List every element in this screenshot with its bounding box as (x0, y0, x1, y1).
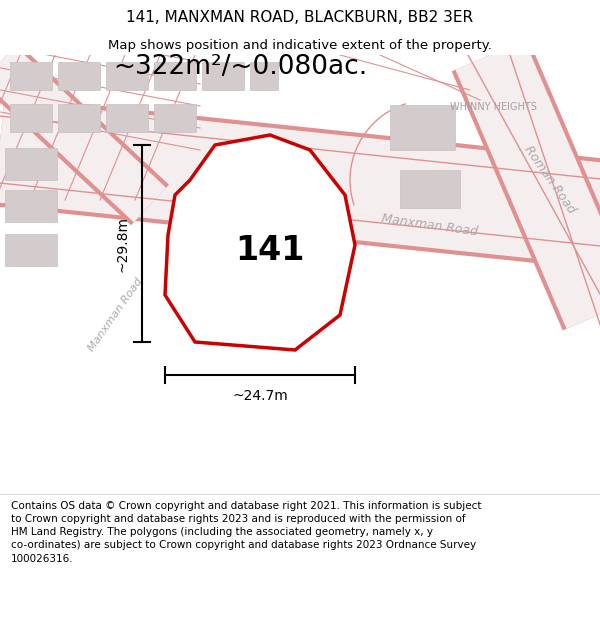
Text: Roman Road: Roman Road (522, 144, 578, 216)
Bar (10, 62, 52, 90)
Bar (154, 104, 196, 132)
Bar (5, 234, 57, 266)
Text: WHINNY HEIGHTS: WHINNY HEIGHTS (450, 102, 537, 112)
Text: ~24.7m: ~24.7m (232, 389, 288, 403)
Bar (5, 190, 57, 222)
Text: Manxman Road: Manxman Road (381, 212, 479, 238)
Text: Map shows position and indicative extent of the property.: Map shows position and indicative extent… (108, 39, 492, 51)
Bar (202, 62, 244, 90)
Bar (154, 62, 196, 90)
Polygon shape (165, 135, 355, 350)
Bar (10, 104, 52, 132)
Bar (58, 104, 100, 132)
Bar (390, 105, 455, 150)
Text: 141: 141 (235, 234, 305, 266)
Bar (58, 62, 100, 90)
Text: Manxman Road: Manxman Road (86, 276, 144, 354)
Bar (5, 148, 57, 180)
Text: Contains OS data © Crown copyright and database right 2021. This information is : Contains OS data © Crown copyright and d… (11, 501, 481, 564)
Text: ~29.8m: ~29.8m (116, 216, 130, 271)
Bar (106, 104, 148, 132)
Bar (106, 62, 148, 90)
Text: 141, MANXMAN ROAD, BLACKBURN, BB2 3ER: 141, MANXMAN ROAD, BLACKBURN, BB2 3ER (127, 10, 473, 25)
Bar (400, 170, 460, 208)
Bar (250, 62, 278, 90)
Text: ~322m²/~0.080ac.: ~322m²/~0.080ac. (113, 54, 367, 80)
